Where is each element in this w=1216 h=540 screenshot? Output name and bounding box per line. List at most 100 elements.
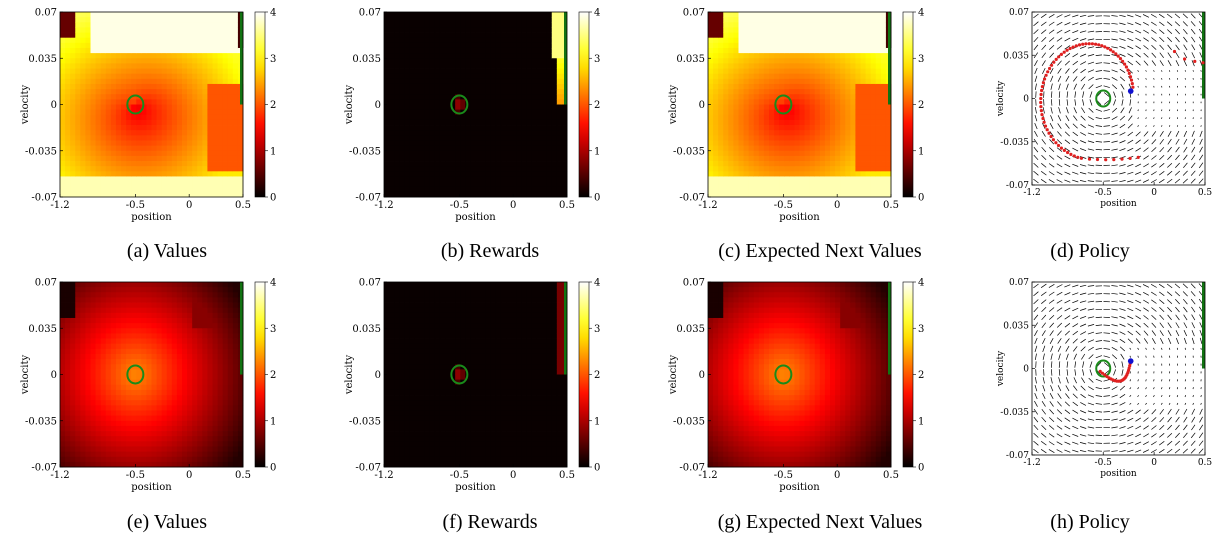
- heatmap-cell: [536, 176, 542, 182]
- heatmap-cell: [217, 89, 224, 95]
- heatmap-cell: [161, 12, 168, 18]
- heatmap-cell: [424, 22, 431, 28]
- heatmap-cell: [414, 78, 420, 85]
- trajectory-point: [1126, 68, 1130, 72]
- heatmap-cell: [733, 145, 739, 152]
- heatmap-cell: [546, 37, 553, 44]
- heatmap-cell: [394, 104, 400, 111]
- heatmap-cell: [126, 78, 132, 85]
- heatmap-cell: [394, 22, 400, 28]
- heatmap-cell: [490, 186, 497, 193]
- heatmap-cell: [799, 53, 805, 59]
- heatmap-cell: [85, 323, 91, 329]
- heatmap-cell: [90, 17, 96, 23]
- heatmap-cell: [480, 27, 487, 33]
- heatmap-cell: [232, 130, 239, 136]
- heatmap-cell: [480, 22, 487, 28]
- heatmap-cell: [880, 99, 887, 105]
- heatmap-cell: [65, 58, 71, 64]
- heatmap-cell: [439, 114, 446, 121]
- heatmap-cell: [151, 89, 157, 95]
- heatmap-cell: [738, 58, 744, 64]
- heatmap-cell: [232, 94, 239, 100]
- heatmap-cell: [90, 282, 96, 288]
- heatmap-cell: [718, 135, 724, 141]
- heatmap-cell: [743, 150, 750, 157]
- heatmap-cell: [110, 415, 117, 422]
- policy-arrow: [1127, 30, 1134, 34]
- heatmap-cell: [65, 42, 71, 49]
- heatmap-cell: [794, 99, 800, 105]
- heatmap-cell: [105, 42, 112, 49]
- heatmap-cell: [526, 99, 532, 105]
- heatmap-cell: [455, 119, 461, 126]
- heatmap-cell: [779, 104, 785, 111]
- heatmap-cell: [840, 191, 846, 198]
- heatmap-cell: [480, 145, 487, 152]
- heatmap-cell: [465, 12, 471, 18]
- heatmap-cell: [100, 312, 107, 319]
- heatmap-cell: [531, 68, 537, 75]
- heatmap-cell: [819, 181, 826, 188]
- heatmap-cell: [65, 130, 71, 136]
- heatmap-cell: [855, 119, 861, 126]
- heatmap-cell: [763, 58, 770, 64]
- heatmap-cell: [70, 364, 76, 370]
- policy-arrow: [1190, 170, 1196, 176]
- policy-arrow: [1120, 83, 1125, 90]
- heatmap-cell: [845, 135, 851, 141]
- heatmap-cell: [526, 109, 532, 116]
- heatmap-cell: [850, 73, 856, 80]
- heatmap-cell: [723, 47, 729, 54]
- heatmap-cell: [90, 94, 96, 100]
- heatmap-cell: [110, 395, 117, 401]
- heatmap-cell: [500, 94, 507, 100]
- heatmap-cell: [100, 130, 107, 136]
- heatmap-cell: [860, 73, 866, 80]
- heatmap-cell: [65, 389, 71, 396]
- heatmap-cell: [521, 150, 527, 157]
- heatmap-cell: [90, 130, 96, 136]
- policy-arrow: [1166, 21, 1173, 27]
- heatmap-cell: [424, 166, 431, 172]
- heatmap-cell: [110, 155, 117, 162]
- heatmap-cell: [80, 27, 86, 33]
- heatmap-cell: [70, 130, 76, 136]
- heatmap-cell: [90, 68, 96, 75]
- heatmap-cell: [495, 130, 502, 136]
- heatmap-cell: [187, 22, 193, 28]
- heatmap-cell: [207, 176, 213, 182]
- heatmap-cell: [475, 42, 481, 49]
- heatmap-cell: [121, 78, 127, 85]
- heatmap-cell: [70, 119, 76, 126]
- policy-arrow: [1174, 21, 1181, 27]
- heatmap-cell: [182, 27, 188, 33]
- heatmap-cell: [799, 135, 805, 141]
- heatmap-cell: [217, 181, 224, 188]
- heatmap-cell: [784, 37, 790, 44]
- heatmap-cell: [500, 63, 507, 69]
- policy-arrow: [1119, 115, 1126, 121]
- policy-arrow: [1127, 53, 1134, 58]
- heatmap-cell: [197, 191, 203, 198]
- heatmap-cell: [789, 176, 795, 182]
- heatmap-cell: [455, 99, 461, 105]
- heatmap-cell: [885, 114, 892, 121]
- heatmap-cell: [718, 166, 724, 172]
- heatmap-cell: [814, 73, 821, 80]
- heatmap-cell: [217, 94, 224, 100]
- heatmap-cell: [212, 140, 218, 147]
- heatmap-cell: [110, 441, 117, 447]
- heatmap-cell: [521, 181, 527, 188]
- heatmap-cell: [95, 140, 102, 147]
- heatmap-cell: [171, 171, 178, 177]
- heatmap-cell: [870, 135, 877, 141]
- heatmap-cell: [713, 191, 719, 198]
- heatmap-cell: [80, 312, 86, 319]
- heatmap-cell: [105, 58, 112, 64]
- heatmap-cell: [141, 47, 147, 54]
- heatmap-cell: [546, 119, 553, 126]
- heatmap-cell: [146, 27, 152, 33]
- heatmap-cell: [743, 155, 750, 162]
- heatmap-cell: [779, 83, 785, 90]
